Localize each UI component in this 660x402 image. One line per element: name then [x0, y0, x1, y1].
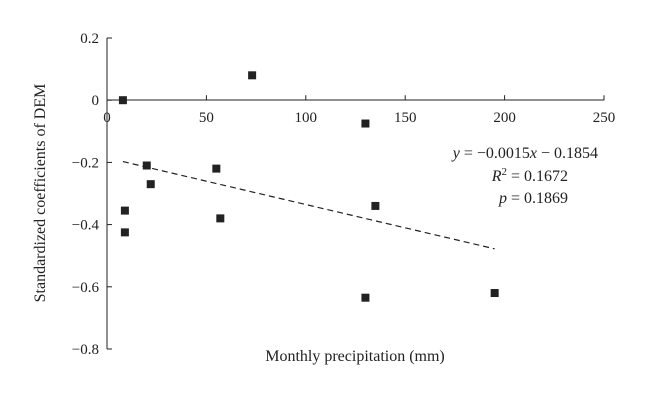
data-point — [120, 228, 129, 237]
y-tick-label: −0.8 — [72, 342, 99, 358]
data-point — [118, 96, 127, 105]
regression-equation: y = −0.0015x − 0.1854 — [451, 145, 598, 162]
data-point — [212, 164, 221, 173]
y-tick-label: −0.6 — [72, 280, 100, 296]
data-points — [118, 71, 499, 302]
data-point — [248, 71, 257, 80]
y-tick-label: −0.2 — [72, 155, 99, 171]
data-point — [146, 180, 155, 189]
data-point — [361, 293, 370, 302]
x-tick-label: 50 — [199, 110, 214, 126]
y-tick-label: 0 — [92, 93, 100, 109]
data-point — [120, 206, 129, 215]
x-tick-label: 100 — [295, 110, 318, 126]
x-tick-label: 200 — [493, 110, 516, 126]
y-axis-ticks: 0.2 0 −0.2 −0.4 −0.6 −0.8 — [72, 31, 112, 358]
trendline — [122, 161, 495, 250]
x-tick-label: 150 — [394, 110, 417, 126]
r-squared-annotation: R2 = 0.1672 — [491, 166, 568, 185]
data-point — [490, 289, 499, 298]
data-point — [216, 214, 225, 223]
x-axis-title: Monthly precipitation (mm) — [265, 348, 445, 365]
x-tick-label: 250 — [593, 110, 616, 126]
data-point — [361, 119, 370, 128]
data-point — [371, 201, 380, 210]
y-tick-label: 0.2 — [80, 31, 99, 47]
y-axis-title: Standardized coefficients of DEM — [32, 84, 49, 303]
x-axis-ticks: 0 50 100 150 200 250 — [103, 95, 615, 126]
p-value-annotation: p = 0.1869 — [498, 190, 568, 207]
data-point — [142, 161, 151, 170]
x-tick-label: 0 — [103, 110, 111, 126]
y-tick-label: −0.4 — [72, 218, 100, 234]
